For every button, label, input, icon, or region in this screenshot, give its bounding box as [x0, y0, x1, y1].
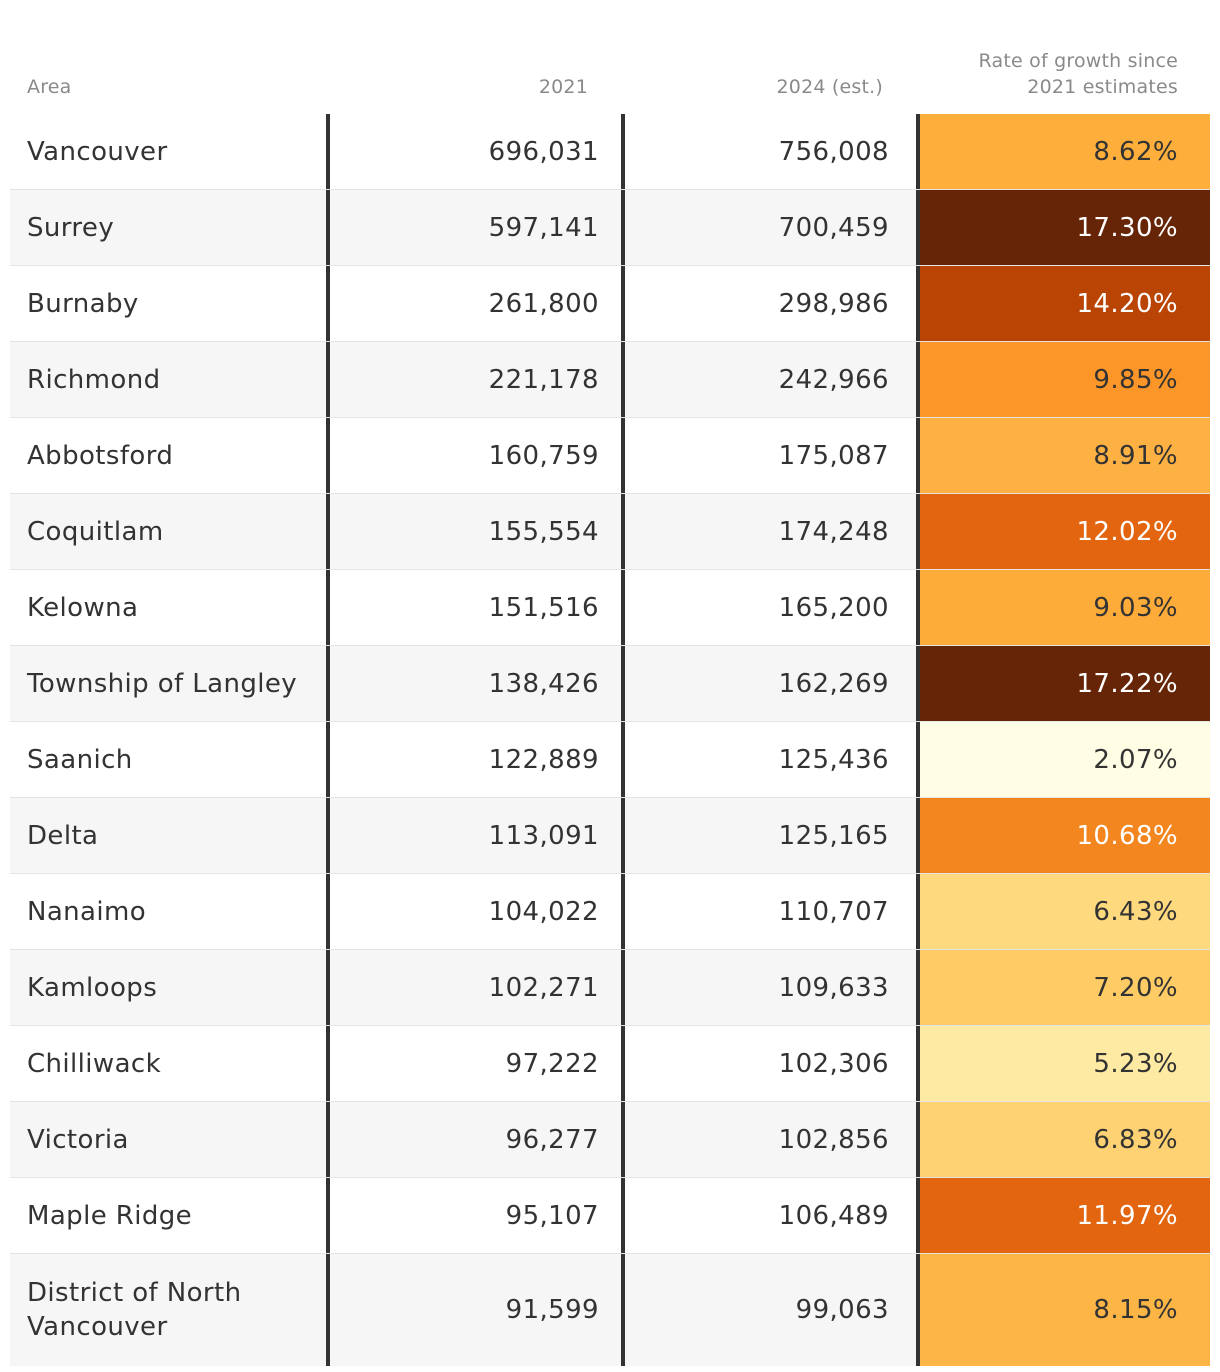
growth-table: Area 2021 2024 (est.) Rate of growth sin… [10, 0, 1210, 1366]
growth-rate-cell: 5.23% [916, 1026, 1210, 1101]
population-2021-cell: 113,091 [326, 798, 621, 873]
growth-rate-cell: 2.07% [916, 722, 1210, 797]
table-row: Coquitlam 155,554 174,248 12.02% [10, 494, 1210, 570]
population-2021-cell: 221,178 [326, 342, 621, 417]
growth-rate-cell: 8.15% [916, 1254, 1210, 1366]
population-2021-cell: 597,141 [326, 190, 621, 265]
population-2024-cell: 242,966 [621, 342, 916, 417]
population-2024-cell: 165,200 [621, 570, 916, 645]
growth-rate-cell: 10.68% [916, 798, 1210, 873]
table-row: Township of Langley 138,426 162,269 17.22% [10, 646, 1210, 722]
population-2024-cell: 175,087 [621, 418, 916, 493]
table-row: Surrey 597,141 700,459 17.30% [10, 190, 1210, 266]
header-area: Area [27, 76, 72, 98]
area-cell: Richmond [27, 364, 161, 395]
header-growth-rate-line2: 2021 estimates [1027, 76, 1178, 98]
header-2024: 2024 (est.) [776, 76, 883, 98]
growth-rate-cell: 9.03% [916, 570, 1210, 645]
growth-rate-cell: 8.91% [916, 418, 1210, 493]
growth-rate-cell: 11.97% [916, 1178, 1210, 1253]
table-row: Kelowna 151,516 165,200 9.03% [10, 570, 1210, 646]
area-cell: Coquitlam [27, 516, 164, 547]
population-2024-cell: 125,436 [621, 722, 916, 797]
header-growth-rate-line1: Rate of growth since [978, 50, 1178, 72]
population-2021-cell: 102,271 [326, 950, 621, 1025]
table-row: Abbotsford 160,759 175,087 8.91% [10, 418, 1210, 494]
population-2021-cell: 160,759 [326, 418, 621, 493]
area-cell: Victoria [27, 1124, 129, 1155]
table-row: Chilliwack 97,222 102,306 5.23% [10, 1026, 1210, 1102]
growth-rate-cell: 17.22% [916, 646, 1210, 721]
area-cell: Burnaby [27, 288, 139, 319]
growth-rate-cell: 6.83% [916, 1102, 1210, 1177]
area-cell: Nanaimo [27, 896, 147, 927]
area-cell: District of North Vancouver [27, 1278, 242, 1342]
table-row: Kamloops 102,271 109,633 7.20% [10, 950, 1210, 1026]
area-cell: Saanich [27, 744, 133, 775]
growth-rate-cell: 9.85% [916, 342, 1210, 417]
population-2024-cell: 99,063 [621, 1254, 916, 1366]
area-cell: Abbotsford [27, 440, 174, 471]
population-2021-cell: 261,800 [326, 266, 621, 341]
growth-rate-cell: 7.20% [916, 950, 1210, 1025]
table-row: Richmond 221,178 242,966 9.85% [10, 342, 1210, 418]
table-row: Nanaimo 104,022 110,707 6.43% [10, 874, 1210, 950]
growth-rate-cell: 6.43% [916, 874, 1210, 949]
population-2021-cell: 151,516 [326, 570, 621, 645]
header-2021: 2021 [538, 76, 588, 98]
table-row: Saanich 122,889 125,436 2.07% [10, 722, 1210, 798]
population-2021-cell: 96,277 [326, 1102, 621, 1177]
population-2021-cell: 138,426 [326, 646, 621, 721]
growth-rate-cell: 8.62% [916, 114, 1210, 189]
table-row: Maple Ridge 95,107 106,489 11.97% [10, 1178, 1210, 1254]
table-body: Vancouver 696,031 756,008 8.62% Surrey 597,14… [10, 114, 1210, 1366]
population-2021-cell: 696,031 [326, 114, 621, 189]
area-cell: Delta [27, 820, 99, 851]
area-cell: Surrey [27, 212, 115, 243]
population-2021-cell: 122,889 [326, 722, 621, 797]
table-row: Vancouver 696,031 756,008 8.62% [10, 114, 1210, 190]
population-2024-cell: 298,986 [621, 266, 916, 341]
table-row: Delta 113,091 125,165 10.68% [10, 798, 1210, 874]
table-header: Area 2021 2024 (est.) Rate of growth sin… [10, 0, 1210, 114]
population-2021-cell: 97,222 [326, 1026, 621, 1101]
population-2024-cell: 110,707 [621, 874, 916, 949]
table-row: District of North Vancouver 91,599 99,063 8… [10, 1254, 1210, 1366]
growth-rate-cell: 12.02% [916, 494, 1210, 569]
area-cell: Kamloops [27, 972, 158, 1003]
population-2024-cell: 125,165 [621, 798, 916, 873]
population-2021-cell: 104,022 [326, 874, 621, 949]
population-2024-cell: 109,633 [621, 950, 916, 1025]
population-2024-cell: 700,459 [621, 190, 916, 265]
area-cell: Maple Ridge [27, 1200, 193, 1231]
population-2024-cell: 102,306 [621, 1026, 916, 1101]
header-growth-rate: Rate of growth since 2021 estimates [979, 48, 1178, 100]
area-cell: Chilliwack [27, 1048, 162, 1079]
population-2024-cell: 162,269 [621, 646, 916, 721]
population-2021-cell: 91,599 [326, 1254, 621, 1366]
area-cell: Vancouver [27, 136, 168, 167]
population-2024-cell: 102,856 [621, 1102, 916, 1177]
population-2021-cell: 155,554 [326, 494, 621, 569]
table-row: Victoria 96,277 102,856 6.83% [10, 1102, 1210, 1178]
growth-rate-cell: 17.30% [916, 190, 1210, 265]
table-row: Burnaby 261,800 298,986 14.20% [10, 266, 1210, 342]
area-cell: Kelowna [27, 592, 139, 623]
population-2024-cell: 106,489 [621, 1178, 916, 1253]
growth-rate-cell: 14.20% [916, 266, 1210, 341]
population-2021-cell: 95,107 [326, 1178, 621, 1253]
area-cell: Township of Langley [27, 668, 298, 699]
population-2024-cell: 756,008 [621, 114, 916, 189]
population-2024-cell: 174,248 [621, 494, 916, 569]
